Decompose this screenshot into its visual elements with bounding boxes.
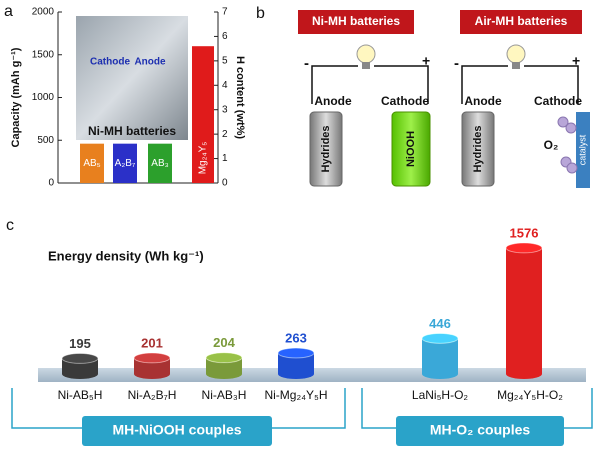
electrode bbox=[309, 111, 343, 187]
inset-photo bbox=[76, 16, 188, 140]
y2-tick-label: 7 bbox=[222, 7, 228, 18]
y2-tick-label: 0 bbox=[222, 178, 228, 189]
cylinder bbox=[506, 247, 542, 374]
inset-label: Cathode bbox=[90, 57, 130, 68]
title-box bbox=[460, 10, 582, 34]
group-label: MH-NiOOH couples bbox=[112, 422, 241, 438]
electrode-label: Cathode bbox=[381, 94, 429, 108]
value-label: 204 bbox=[213, 335, 235, 350]
electrode bbox=[461, 111, 495, 187]
bar-label: A₂B₇ bbox=[115, 158, 136, 169]
cylinder bbox=[422, 338, 458, 374]
bar bbox=[80, 143, 104, 183]
value-label: 263 bbox=[285, 330, 307, 345]
diagram-title: Air-MH batteries bbox=[475, 14, 568, 28]
material-label: catalyst bbox=[577, 134, 587, 165]
diagram-title: Ni-MH batteries bbox=[312, 14, 400, 28]
terminal: - bbox=[454, 55, 459, 72]
material-label: NiOOH bbox=[405, 131, 417, 167]
x-tick-label: Ni-A₂B₇H bbox=[128, 388, 177, 402]
bar bbox=[192, 46, 214, 184]
y2-tick-label: 6 bbox=[222, 31, 228, 42]
bulb bbox=[506, 44, 526, 69]
electrode-label: Anode bbox=[464, 94, 502, 108]
bar-label: Mg₂₄Y₅ bbox=[198, 142, 209, 175]
catalyst-layer bbox=[576, 112, 590, 188]
cylinder bbox=[278, 352, 314, 374]
cylinder-top bbox=[505, 242, 543, 254]
electrode-label: Anode bbox=[314, 94, 352, 108]
x-tick-label: Ni-AB₅H bbox=[58, 388, 103, 402]
group-box bbox=[396, 416, 564, 446]
value-label: 195 bbox=[69, 336, 91, 351]
y-tick-label: 500 bbox=[37, 135, 54, 146]
bar bbox=[148, 143, 172, 183]
value-label: 446 bbox=[429, 316, 451, 331]
bar bbox=[113, 143, 137, 183]
value-label: 201 bbox=[141, 335, 163, 350]
electrode bbox=[391, 111, 431, 187]
terminal: + bbox=[422, 53, 430, 69]
electrode-label: Cathode bbox=[534, 94, 582, 108]
terminal: + bbox=[572, 53, 580, 69]
inset-caption: Ni-MH batteries bbox=[88, 124, 176, 138]
y-tick-label: 1500 bbox=[32, 49, 55, 60]
y2-tick-label: 4 bbox=[222, 80, 228, 91]
panel-label: a bbox=[4, 3, 13, 20]
y-tick-label: 1000 bbox=[32, 92, 55, 103]
material-label: Hydrides bbox=[320, 125, 332, 172]
cylinder-top bbox=[277, 347, 315, 359]
chart-title: Energy density (Wh kg⁻¹) bbox=[48, 248, 204, 263]
group-label: MH-O₂ couples bbox=[430, 422, 531, 438]
gas-label: O₂ bbox=[544, 138, 559, 152]
y2-tick-label: 1 bbox=[222, 153, 228, 164]
y2-axis-label: H content (wt%) bbox=[234, 56, 246, 139]
gas-molecules bbox=[557, 116, 578, 174]
panel-label: c bbox=[6, 217, 14, 234]
y2-tick-label: 2 bbox=[222, 129, 228, 140]
cylinder-top bbox=[61, 352, 99, 364]
bulb bbox=[356, 44, 376, 69]
x-tick-label: Ni-AB₃H bbox=[202, 388, 247, 402]
value-label: 1576 bbox=[510, 225, 539, 240]
y2-tick-label: 3 bbox=[222, 104, 228, 115]
x-tick-label: LaNi₅H-O₂ bbox=[412, 388, 469, 402]
title-box bbox=[298, 10, 414, 34]
wires bbox=[311, 65, 579, 104]
y2-tick-label: 5 bbox=[222, 55, 228, 66]
y-tick-label: 2000 bbox=[32, 7, 55, 18]
cylinder-top bbox=[421, 332, 459, 344]
bar-label: AB₅ bbox=[83, 158, 100, 169]
group-box bbox=[82, 416, 272, 446]
cylinder-top bbox=[133, 352, 171, 364]
x-tick-label: Ni-Mg₂₄Y₅H bbox=[264, 388, 327, 402]
panel-label: b bbox=[256, 5, 265, 22]
y-axis-label: Capacity (mAh g⁻¹) bbox=[10, 47, 22, 147]
x-tick-label: Mg₂₄Y₅H-O₂ bbox=[497, 388, 563, 402]
cylinder-top bbox=[205, 352, 243, 364]
inset-label: Anode bbox=[134, 57, 166, 68]
terminal: - bbox=[304, 55, 309, 72]
bar-label: AB₃ bbox=[151, 158, 168, 169]
material-label: Hydrides bbox=[472, 125, 484, 172]
y-tick-label: 0 bbox=[48, 178, 54, 189]
